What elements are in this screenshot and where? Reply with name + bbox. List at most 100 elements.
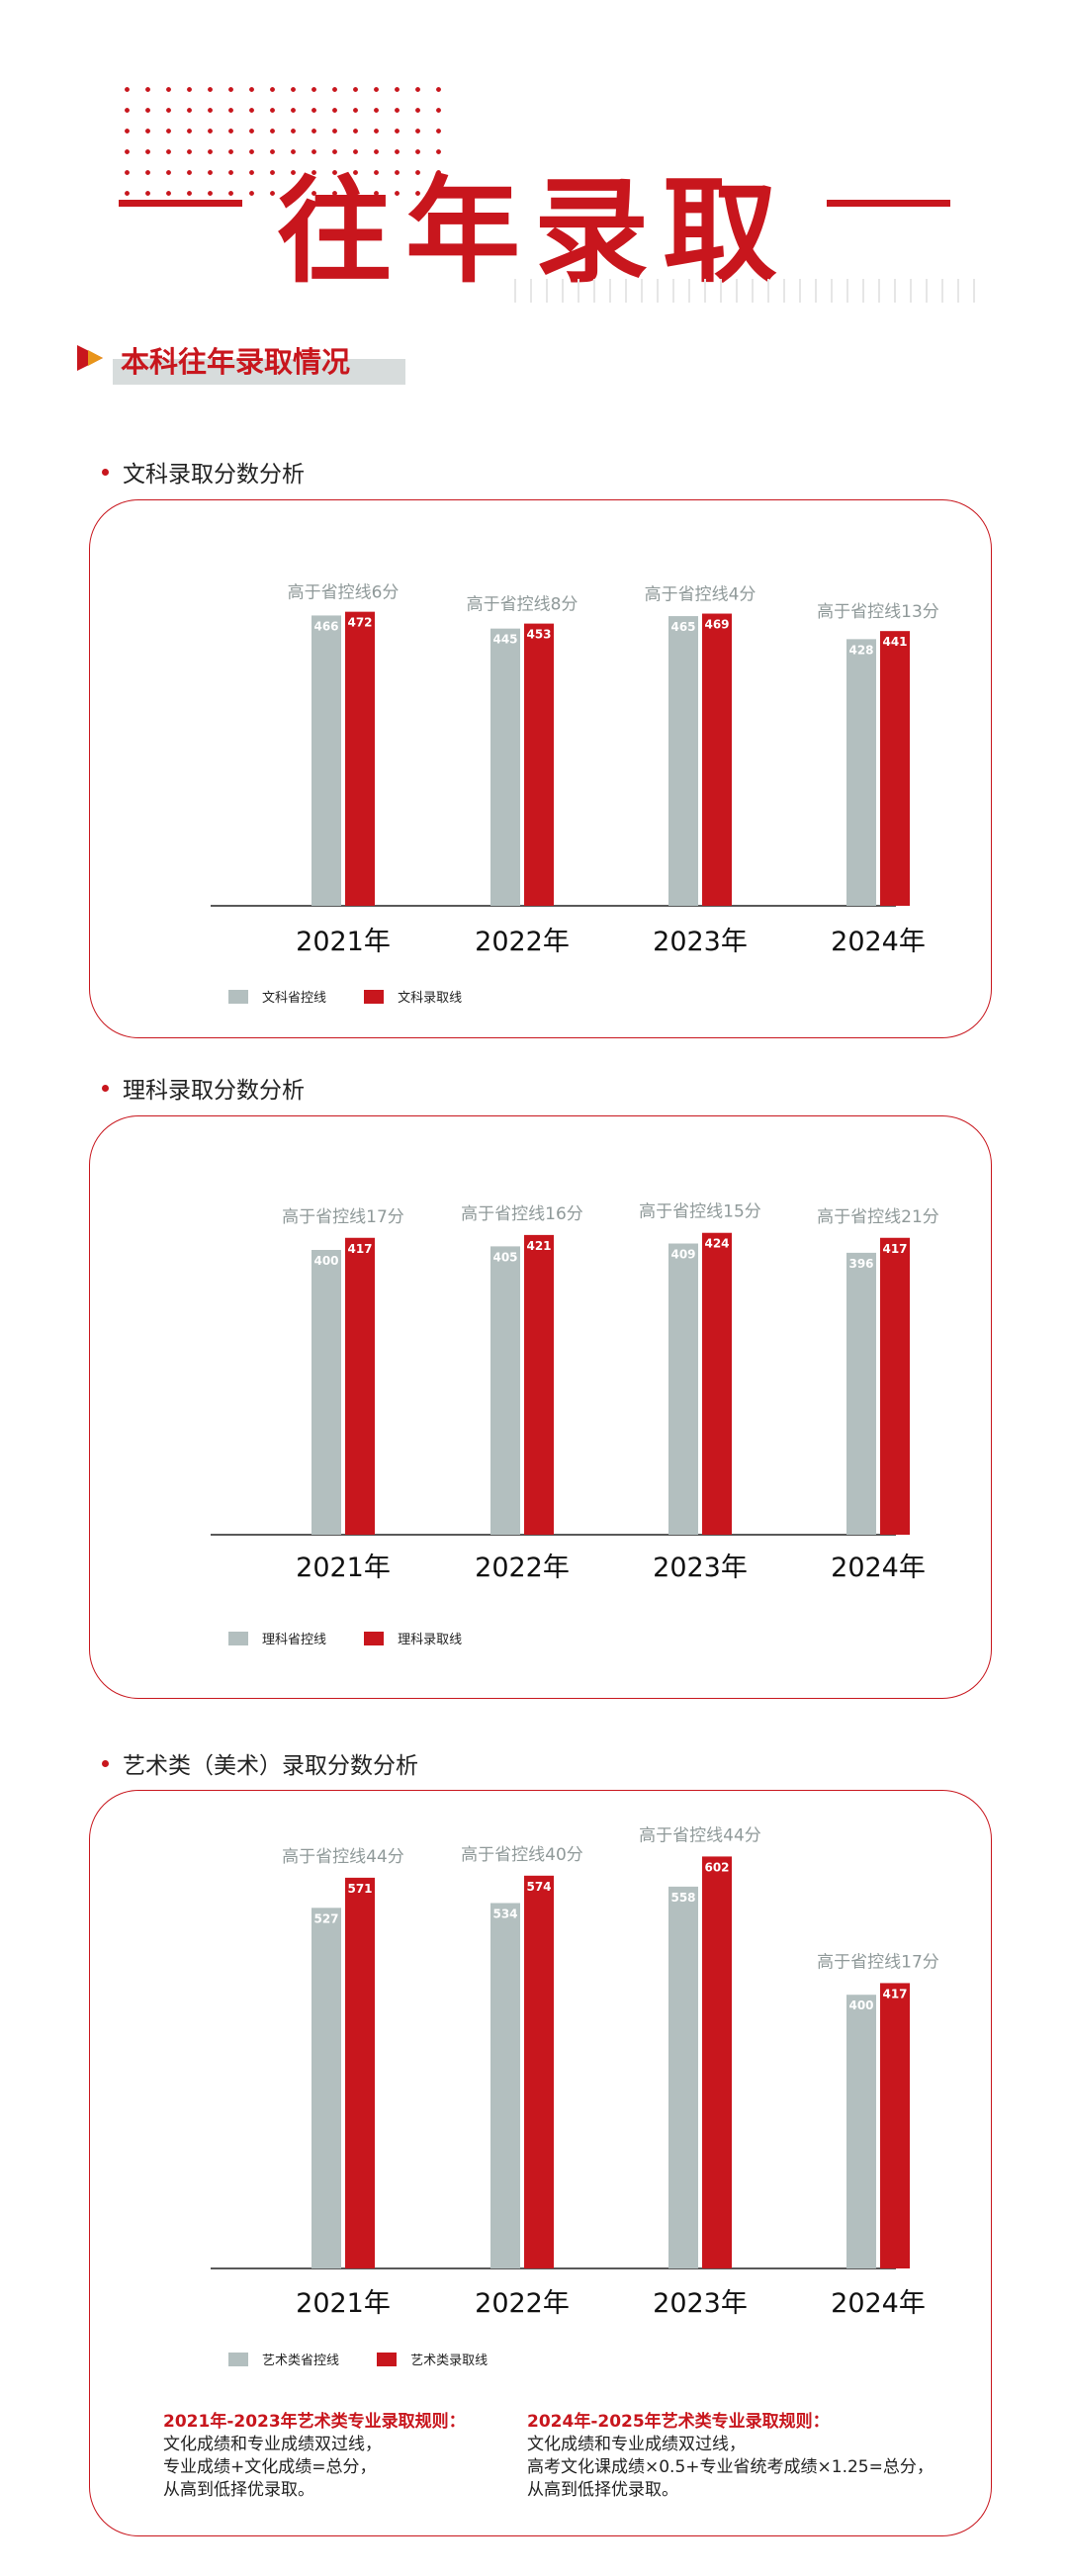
bar-value-label: 472 [347, 616, 372, 630]
x-tick-label: 2021年 [296, 2288, 391, 2319]
bar-admission-2023年 [702, 613, 732, 906]
page-title: 往年录取 [277, 165, 791, 299]
bar-province-2023年 [668, 1886, 698, 2268]
x-tick-label: 2023年 [653, 1553, 748, 1583]
legend-swatch-gray [228, 2352, 248, 2366]
bar-admission-2022年 [524, 1875, 554, 2268]
chart-panel-art: 527 571 高于省控线44分 2021年 534 574 高于省控线40分 2022年 55… [89, 1790, 992, 2536]
bar-province-2024年 [846, 1995, 876, 2268]
x-tick-label: 2024年 [831, 1553, 926, 1583]
bar-province-2022年 [490, 1903, 520, 2268]
bar-admission-2024年 [880, 1983, 910, 2268]
section-heading-underlay [113, 359, 405, 385]
difference-annotation: 高于省控线17分 [282, 1207, 404, 1227]
bar-admission-2021年 [345, 611, 375, 906]
legend-swatch-red [364, 989, 385, 1004]
legend-item-province: 文科省控线 [228, 987, 326, 1006]
x-tick-label: 2022年 [475, 1553, 570, 1583]
chart-panel-liberal-arts: 466 472 高于省控线6分 2021年 445 453 高于省控线8分 2022年 465 4… [89, 499, 992, 1038]
chart-legend: 艺术类省控线 艺术类录取线 [228, 2350, 521, 2370]
bar-value-label: 453 [526, 628, 551, 642]
bar-admission-2023年 [702, 1856, 732, 2268]
rule-line: 高考文化课成绩×0.5+专业省统考成绩×1.25=总分， [527, 2457, 934, 2477]
bar-value-label: 602 [704, 1860, 729, 1874]
bar-value-label: 428 [848, 643, 873, 657]
bar-value-label: 405 [492, 1250, 517, 1264]
bar-value-label: 558 [670, 1891, 695, 1905]
rule-line: 文化成绩和专业成绩双过线， [527, 2435, 746, 2454]
chart-title-art: 艺术类（美术）录取分数分析 [102, 1746, 418, 1780]
rule-title: 2021年-2023年艺术类专业录取规则： [163, 2412, 466, 2432]
bar-value-label: 400 [313, 1254, 338, 1268]
bar-value-label: 574 [526, 1880, 551, 1894]
rule-line: 文化成绩和专业成绩双过线， [163, 2435, 382, 2454]
bar-admission-2023年 [702, 1232, 732, 1535]
bar-province-2022年 [490, 628, 520, 906]
rule-line: 专业成绩+文化成绩=总分， [163, 2457, 377, 2477]
legend-swatch-gray [228, 1631, 248, 1645]
bar-value-label: 417 [882, 1242, 907, 1256]
bar-value-label: 417 [882, 1987, 907, 2000]
section-heading: 本科往年录取情况 [77, 339, 423, 387]
bar-province-2021年 [312, 615, 341, 906]
difference-annotation: 高于省控线15分 [639, 1202, 761, 1222]
legend-item-admission: 艺术类录取线 [377, 2350, 488, 2368]
section-heading-label: 本科往年录取情况 [121, 345, 351, 379]
bar-province-2021年 [312, 1250, 341, 1535]
bar-value-label: 469 [704, 618, 729, 632]
difference-annotation: 高于省控线44分 [282, 1847, 404, 1867]
bar-value-label: 424 [704, 1237, 729, 1251]
difference-annotation: 高于省控线8分 [467, 595, 578, 615]
rule-block-2024-2025: 2024年-2025年艺术类专业录取规则： 文化成绩和专业成绩双过线， 高考文化… [527, 2411, 982, 2502]
bar-province-2023年 [668, 616, 698, 906]
legend-swatch-red [364, 1631, 385, 1645]
bullet-dot-icon [102, 469, 109, 476]
bar-admission-2022年 [524, 623, 554, 906]
x-tick-label: 2022年 [475, 2288, 570, 2319]
difference-annotation: 高于省控线13分 [817, 602, 939, 622]
bar-value-label: 417 [347, 1242, 372, 1256]
x-tick-label: 2024年 [831, 2288, 926, 2319]
rule-line: 从高到低择优录取。 [163, 2480, 314, 2500]
bar-value-label: 466 [313, 619, 338, 633]
bar-value-label: 527 [313, 1911, 338, 1925]
bar-province-2023年 [668, 1243, 698, 1535]
bar-value-label: 534 [492, 1907, 517, 1920]
legend-swatch-gray [228, 989, 248, 1004]
x-tick-label: 2023年 [653, 2288, 748, 2319]
bar-admission-2021年 [345, 1237, 375, 1535]
bar-chart-art: 527 571 高于省控线44分 2021年 534 574 高于省控线40分 2022年 55… [211, 1825, 939, 2319]
bar-province-2022年 [490, 1246, 520, 1535]
rule-title: 2024年-2025年艺术类专业录取规则： [527, 2412, 830, 2432]
bar-value-label: 396 [848, 1257, 873, 1271]
bar-value-label: 465 [670, 620, 695, 634]
decorative-dot-grid [117, 79, 443, 198]
difference-annotation: 高于省控线21分 [817, 1207, 939, 1227]
bar-admission-2024年 [880, 631, 910, 906]
legend-item-admission: 文科录取线 [364, 987, 462, 1006]
bar-province-2021年 [312, 1908, 341, 2268]
difference-annotation: 高于省控线6分 [288, 583, 400, 603]
bar-value-label: 571 [347, 1882, 372, 1896]
bar-chart-liberal-arts: 466 472 高于省控线6分 2021年 445 453 高于省控线8分 2022年 465 4… [211, 583, 939, 957]
chart-panel-science: 400 417 高于省控线17分 2021年 405 421 高于省控线16分 2022年 40… [89, 1115, 992, 1699]
bar-admission-2021年 [345, 1877, 375, 2268]
x-tick-label: 2022年 [475, 927, 570, 957]
x-tick-label: 2024年 [831, 927, 926, 957]
legend-item-admission: 理科录取线 [364, 1629, 462, 1647]
bar-province-2024年 [846, 1252, 876, 1535]
bar-admission-2022年 [524, 1234, 554, 1535]
difference-annotation: 高于省控线4分 [645, 585, 756, 605]
bar-province-2024年 [846, 639, 876, 906]
bar-value-label: 421 [526, 1239, 551, 1253]
bar-value-label: 445 [492, 633, 517, 647]
bar-value-label: 400 [848, 1999, 873, 2012]
chart-title-science: 理科录取分数分析 [102, 1071, 305, 1105]
difference-annotation: 高于省控线16分 [461, 1204, 583, 1224]
legend-swatch-red [377, 2352, 398, 2366]
title-left-rule [119, 200, 242, 207]
chart-title-liberal-arts: 文科录取分数分析 [102, 455, 305, 489]
difference-annotation: 高于省控线17分 [817, 1952, 939, 1972]
difference-annotation: 高于省控线44分 [639, 1825, 761, 1845]
x-tick-label: 2021年 [296, 927, 391, 957]
